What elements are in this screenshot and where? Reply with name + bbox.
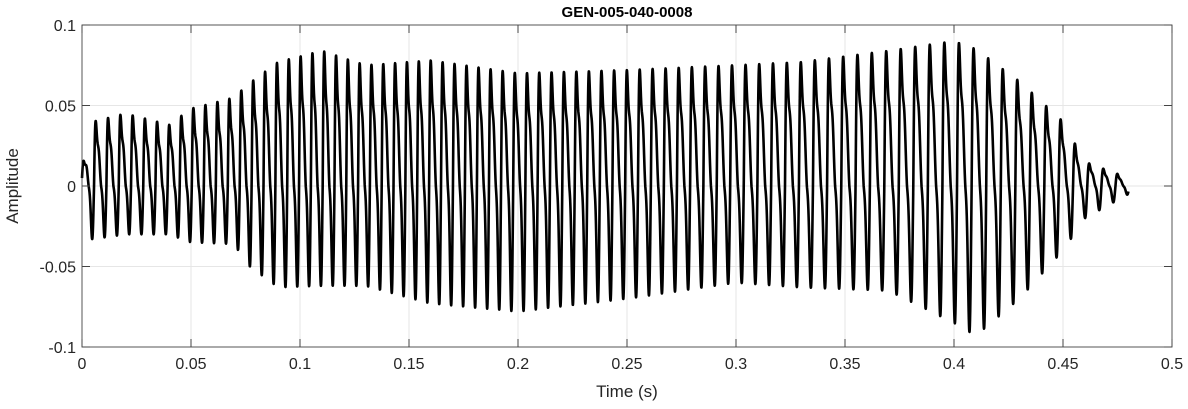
x-tick-label: 0.3	[725, 356, 747, 373]
y-tick-label: 0.1	[54, 18, 76, 35]
x-tick-label: 0.15	[393, 356, 424, 373]
y-axis-label: Amplitude	[3, 148, 22, 224]
x-tick-label: 0.25	[611, 356, 642, 373]
y-tick-label: 0.05	[45, 99, 76, 116]
x-tick-label: 0.2	[507, 356, 529, 373]
y-tick-label: 0	[67, 179, 76, 196]
x-tick-label: 0.1	[289, 356, 311, 373]
x-tick-label: 0.4	[943, 356, 965, 373]
x-tick-label: 0.5	[1161, 356, 1183, 373]
chart-title: GEN-005-040-0008	[562, 4, 693, 21]
x-tick-label: 0	[78, 356, 87, 373]
x-tick-label: 0.45	[1047, 356, 1078, 373]
y-tick-label: -0.05	[40, 260, 77, 277]
x-tick-label: 0.35	[829, 356, 860, 373]
x-tick-label: 0.05	[175, 356, 206, 373]
x-axis-label: Time (s)	[596, 382, 658, 401]
waveform-line	[80, 41, 1130, 334]
y-tick-label: -0.1	[48, 340, 76, 357]
ticks: 0 0.05 0.1 0.15 0.2 0.25 0.3 0.35 0.4 0.45 0.5 -0.1…	[40, 18, 1184, 373]
